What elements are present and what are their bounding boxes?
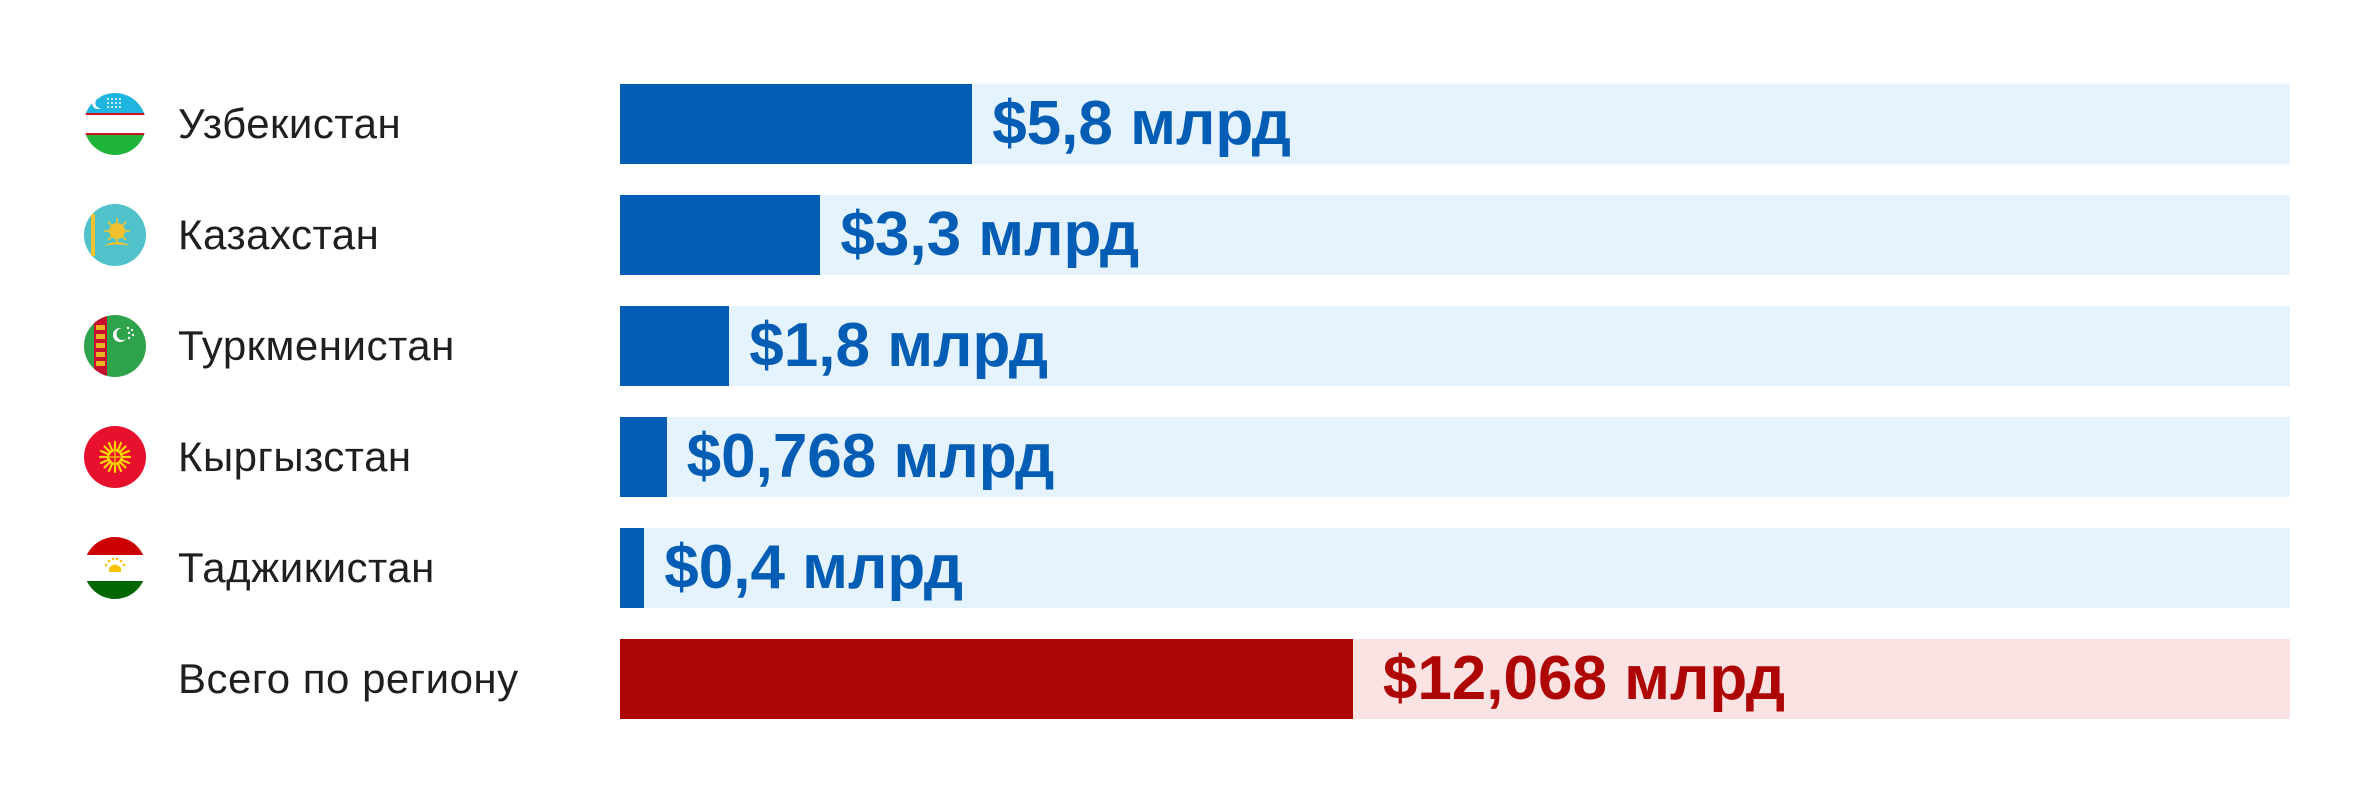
bar-row-kazakhstan: Казахстан $3,3 млрд: [0, 195, 2363, 275]
value-label-kyrgyzstan: $0,768 млрд: [686, 422, 1055, 491]
turkmenistan-flag-icon: [84, 315, 146, 377]
bar-tajikistan: [620, 528, 645, 608]
bar-row-kyrgyzstan: Кыргызстан $0,768 млрд: [0, 417, 2363, 497]
country-label-region-total: Всего по региону: [178, 655, 519, 702]
country-label-tajikistan: Таджикистан: [178, 544, 435, 591]
value-label-tajikistan: $0,4 млрд: [664, 533, 964, 602]
bar-row-uzbekistan: Узбекистан $5,8 млрд: [0, 84, 2363, 164]
bar-kazakhstan: [620, 195, 821, 275]
value-label-uzbekistan: $5,8 млрд: [992, 89, 1292, 158]
value-label-region-total: $12,068 млрд: [1382, 644, 1786, 713]
value-label-kazakhstan: $3,3 млрд: [840, 200, 1140, 269]
bar-row-turkmenistan: Туркменистан $1,8 млрд: [0, 306, 2363, 386]
country-label-turkmenistan: Туркменистан: [178, 322, 455, 369]
tajikistan-flag-icon: [84, 537, 146, 599]
bar-row-tajikistan: Таджикистан $0,4 млрд: [0, 528, 2363, 608]
bar-track: [620, 417, 2290, 497]
bar-region-total: [620, 639, 1353, 719]
bar-track: [620, 528, 2290, 608]
value-label-turkmenistan: $1,8 млрд: [749, 311, 1049, 380]
kazakhstan-flag-icon: [84, 204, 146, 266]
country-label-kyrgyzstan: Кыргызстан: [178, 433, 412, 480]
bar-uzbekistan: [620, 84, 973, 164]
bar-track: [620, 306, 2290, 386]
bar-row-region-total: Всего по региону $12,068 млрд: [0, 639, 2363, 719]
bar-track: [620, 195, 2290, 275]
uzbekistan-flag-icon: [84, 93, 146, 155]
bar-kyrgyzstan: [620, 417, 667, 497]
bar-turkmenistan: [620, 306, 730, 386]
country-label-uzbekistan: Узбекистан: [178, 100, 402, 147]
kyrgyzstan-flag-icon: [84, 426, 146, 488]
country-label-kazakhstan: Казахстан: [178, 211, 380, 258]
